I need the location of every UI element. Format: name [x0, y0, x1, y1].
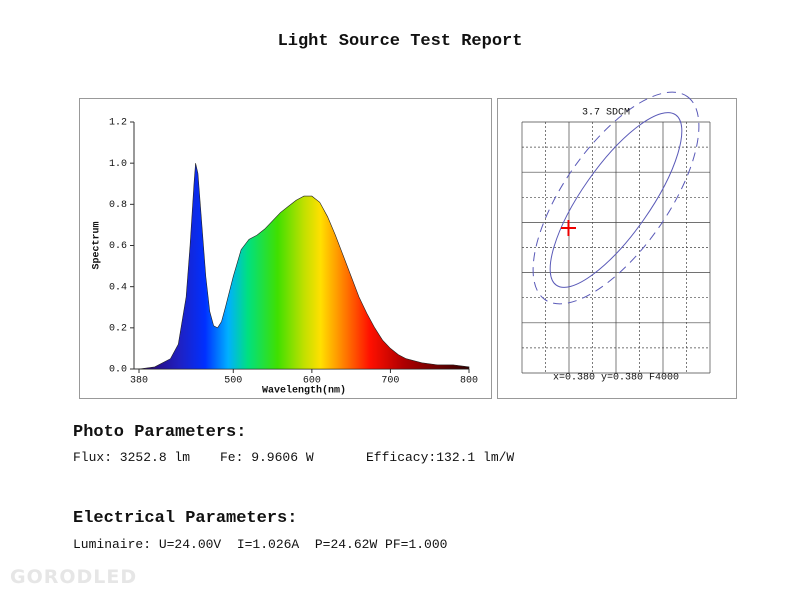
report-title: Light Source Test Report: [277, 32, 523, 51]
spectrum-frame: [79, 98, 492, 399]
luminaire: Luminaire: U=24.00V I=1.026A P=24.62W PF…: [73, 537, 448, 552]
fe: Fe: 9.9606 W: [220, 450, 314, 465]
y-tick-label: 0.4: [109, 282, 127, 293]
y-tick-label: 0.0: [109, 365, 127, 376]
efficacy: Efficacy:132.1 lm/W: [366, 450, 515, 465]
chromaticity-label: x=0.380 y=0.380 F4000: [553, 373, 679, 384]
outer-ellipse: [532, 91, 700, 305]
y-tick-label: 0.8: [109, 200, 127, 211]
spectrum-area: [138, 163, 470, 370]
x-tick-label: 700: [381, 376, 399, 387]
y-tick-label: 1.2: [109, 118, 127, 129]
y-tick-label: 0.6: [109, 241, 127, 252]
x-tick-label: 500: [224, 376, 242, 387]
x-tick-label: 800: [460, 376, 478, 387]
x-axis-label: Wavelength(nm): [262, 385, 346, 397]
flux: Flux: 3252.8 lm: [73, 450, 191, 465]
section-title: Electrical Parameters:: [73, 509, 298, 528]
sdcm-diagram: 3.7 SDCM x=0.380 y=0.380 F4000: [521, 91, 711, 384]
y-tick-label: 1.0: [109, 159, 127, 170]
cie-frame: [497, 98, 737, 399]
section-title: Photo Parameters:: [73, 423, 247, 442]
y-axis-label: Spectrum: [92, 221, 103, 269]
sdcm-grid: [521, 121, 711, 374]
y-tick-label: 0.2: [109, 323, 127, 334]
test-point: [561, 220, 576, 236]
spectrum-chart: 0.0 0.2 0.4 0.6 0.8 1.0 1.2 380 500 600 700 800 Wave…: [92, 118, 478, 397]
inner-ellipse: [549, 112, 683, 288]
x-tick-label: 600: [303, 376, 321, 387]
watermark: GORODLED: [10, 566, 138, 588]
x-tick-label: 380: [130, 376, 148, 387]
sdcm-label: 3.7 SDCM: [582, 108, 630, 119]
